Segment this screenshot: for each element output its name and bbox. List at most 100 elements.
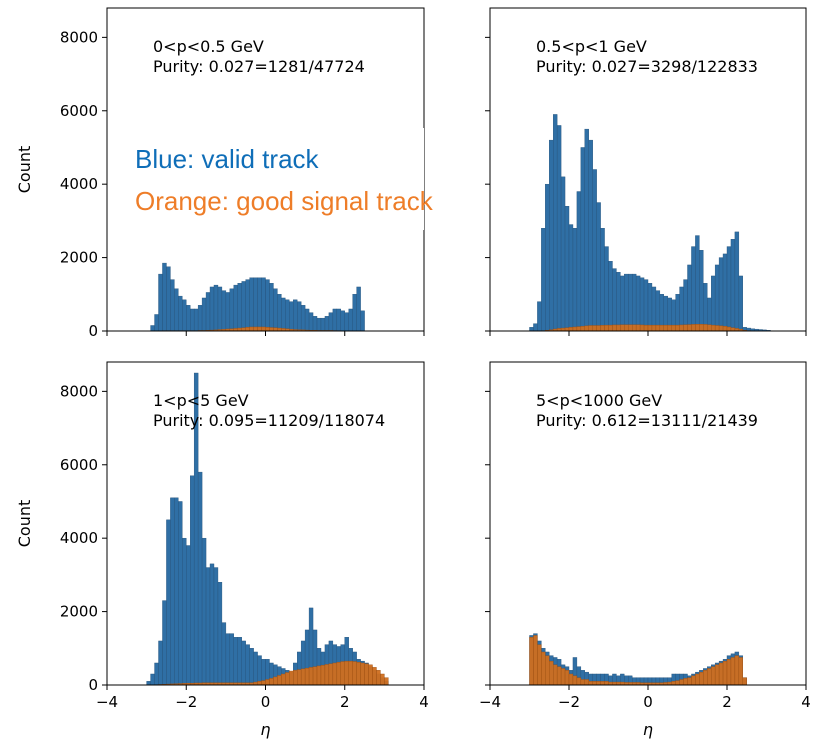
orange-bar bbox=[707, 324, 712, 331]
orange-bar bbox=[580, 326, 585, 331]
blue-bar bbox=[604, 246, 609, 331]
orange-bar bbox=[384, 677, 389, 685]
blue-bar bbox=[316, 317, 322, 331]
blue-bar bbox=[651, 286, 657, 331]
orange-bar bbox=[671, 681, 676, 685]
orange-bar bbox=[568, 327, 574, 331]
blue-bar bbox=[738, 275, 743, 331]
orange-bar bbox=[596, 325, 601, 331]
orange-bar bbox=[257, 326, 262, 331]
blue-bar bbox=[229, 633, 234, 685]
panel-annotation: Purity: 0.612=13111/21439 bbox=[536, 411, 758, 430]
blue-bar bbox=[154, 314, 159, 331]
blue-bar bbox=[612, 268, 617, 331]
y-tick-label: 2000 bbox=[60, 603, 98, 621]
orange-bar bbox=[691, 324, 696, 331]
panel-annotation: Purity: 0.027=3298/122833 bbox=[536, 57, 758, 76]
blue-bar bbox=[205, 292, 211, 331]
blue-bar bbox=[549, 139, 554, 331]
blue-bar bbox=[533, 323, 538, 331]
orange-bar bbox=[289, 670, 294, 685]
bars-group bbox=[150, 262, 365, 331]
blue-bar bbox=[166, 266, 171, 331]
blue-bar bbox=[170, 497, 175, 685]
orange-bar bbox=[600, 325, 605, 331]
bars-group bbox=[146, 372, 389, 685]
orange-bar bbox=[687, 677, 692, 685]
orange-bar bbox=[604, 324, 609, 331]
blue-bar bbox=[253, 277, 258, 331]
orange-bar bbox=[572, 326, 578, 331]
orange-bar bbox=[635, 324, 641, 331]
orange-bar bbox=[537, 644, 542, 685]
y-tick-label: 4000 bbox=[60, 175, 98, 193]
panel-annotation: 1<p<5 GeV bbox=[153, 391, 249, 410]
blue-bar bbox=[221, 622, 227, 685]
orange-bar bbox=[687, 324, 692, 331]
blue-bar bbox=[332, 308, 338, 331]
blue-bar bbox=[600, 228, 605, 331]
blue-bar bbox=[580, 147, 585, 331]
orange-bar bbox=[596, 681, 601, 685]
blue-bar bbox=[537, 301, 542, 331]
orange-bar bbox=[647, 324, 653, 331]
orange-bar bbox=[568, 673, 574, 685]
orange-bar bbox=[529, 637, 534, 685]
blue-bar bbox=[584, 128, 589, 331]
orange-bar bbox=[261, 680, 266, 685]
blue-bar bbox=[249, 648, 254, 685]
blue-bar bbox=[643, 279, 649, 331]
orange-bar bbox=[695, 673, 700, 685]
x-tick-label: 0 bbox=[261, 693, 271, 711]
y-tick-label: 2000 bbox=[60, 249, 98, 267]
orange-bar bbox=[726, 659, 732, 685]
orange-bar bbox=[588, 681, 593, 685]
orange-bar bbox=[364, 663, 369, 685]
blue-bar bbox=[174, 288, 179, 331]
orange-bar bbox=[691, 675, 696, 685]
orange-bar bbox=[711, 666, 716, 685]
orange-bar bbox=[545, 655, 550, 685]
panel-annotation: 5<p<1000 GeV bbox=[536, 391, 662, 410]
blue-bar bbox=[233, 637, 238, 685]
panel-annotation: 0.5<p<1 GeV bbox=[536, 37, 647, 56]
orange-bar bbox=[344, 660, 349, 685]
orange-bar bbox=[261, 326, 266, 331]
blue-bar bbox=[679, 286, 684, 331]
blue-bar bbox=[572, 228, 578, 331]
blue-bar bbox=[541, 228, 546, 331]
blue-bar bbox=[193, 308, 199, 331]
blue-bar bbox=[695, 235, 700, 331]
orange-bar bbox=[360, 662, 365, 685]
blue-bar bbox=[245, 644, 250, 685]
blue-bar bbox=[273, 288, 278, 331]
x-axis-label: η bbox=[643, 720, 653, 739]
blue-bar bbox=[324, 316, 330, 331]
orange-bar bbox=[265, 679, 270, 685]
orange-bar bbox=[249, 326, 254, 331]
orange-bar bbox=[320, 664, 326, 685]
blue-bar bbox=[225, 633, 231, 685]
blue-bar bbox=[734, 231, 740, 331]
blue-bar bbox=[628, 273, 633, 331]
y-tick-label: 0 bbox=[88, 322, 98, 340]
orange-bar bbox=[718, 662, 724, 685]
blue-bar bbox=[186, 305, 191, 331]
orange-bar bbox=[620, 324, 625, 331]
blue-bar bbox=[711, 275, 716, 331]
x-tick-label: −2 bbox=[175, 693, 197, 711]
y-tick-label: 0 bbox=[88, 676, 98, 694]
blue-bar bbox=[352, 294, 357, 331]
x-tick-label: 4 bbox=[801, 693, 811, 711]
blue-bar bbox=[336, 308, 341, 331]
blue-bar bbox=[186, 545, 191, 685]
orange-bar bbox=[376, 670, 381, 685]
blue-bar bbox=[624, 273, 629, 331]
orange-bar bbox=[273, 676, 278, 685]
blue-bar bbox=[174, 497, 179, 685]
blue-bar bbox=[632, 273, 637, 331]
blue-bar bbox=[154, 662, 159, 685]
